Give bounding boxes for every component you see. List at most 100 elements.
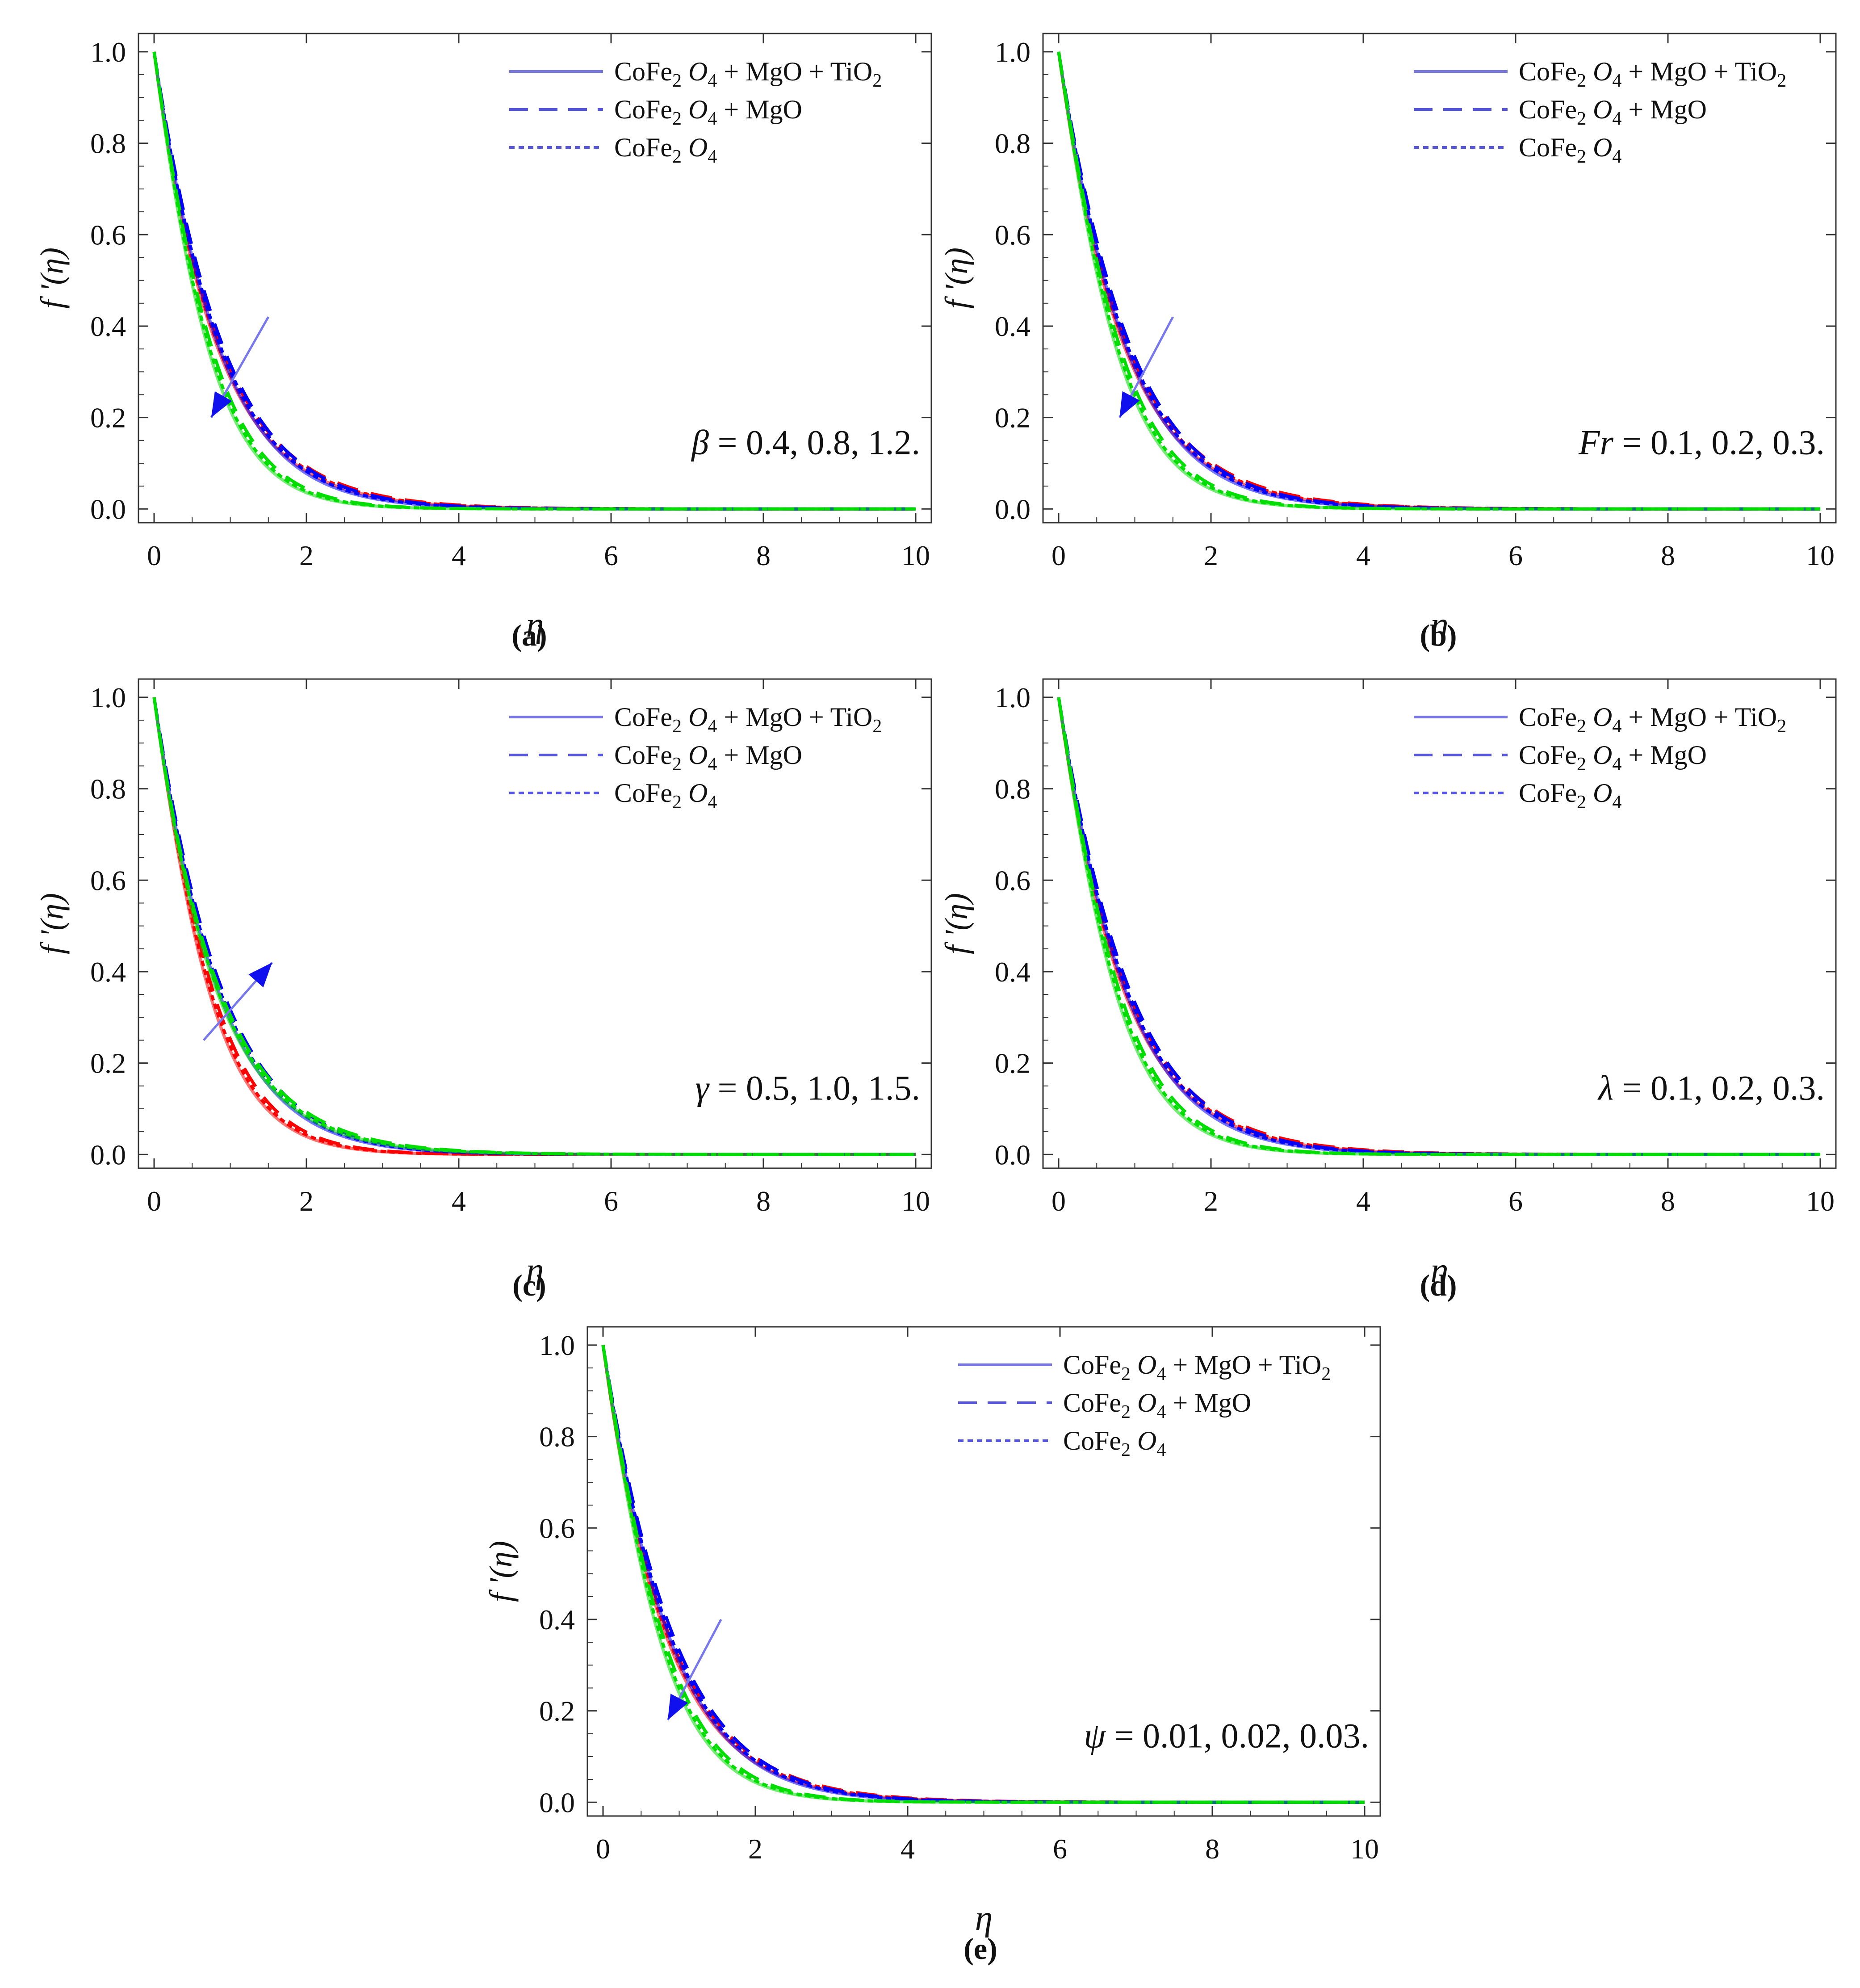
parameter-symbol: γ [695,1068,710,1107]
x-axis-label: η [1431,605,1449,645]
y-tick-label: 0.4 [995,310,1031,342]
legend-label-part: CoFe [1063,1388,1121,1418]
x-tick-label: 8 [1205,1833,1219,1865]
legend-label-part: CoFe [614,95,672,124]
legend-label-part: 4 [708,71,717,91]
legend-label-part: CoFe [1519,95,1577,124]
x-tick-label: 4 [452,540,466,571]
legend-label-part: 2 [672,716,682,737]
y-tick-label: 0.8 [539,1421,575,1453]
x-tick-label: 10 [1806,540,1835,571]
legend-label-part: 4 [708,792,717,813]
parameter-annotation: λ = 0.1, 0.2, 0.3. [1597,1068,1825,1107]
legend-label-part: + MgO + TiO [1621,57,1777,86]
legend-label-part: 2 [672,147,682,167]
trend-arrow-head [248,962,272,988]
legend-label-part: CoFe [614,702,672,732]
legend-label-part: CoFe [1519,740,1577,770]
x-tick-label: 6 [1053,1833,1067,1865]
legend-label-part: 4 [1156,1402,1166,1422]
y-tick-label: 0.4 [90,956,126,988]
parameter-values: = 0.5, 1.0, 1.5. [709,1068,920,1107]
y-tick-label: 0.0 [995,493,1031,525]
y-tick-label: 0.0 [90,1139,126,1170]
legend-label: CoFe2 O4 [1519,778,1621,813]
x-tick-label: 6 [1508,540,1523,571]
legend-label-part: O [1586,740,1612,770]
legend-label-part: O [682,740,708,770]
legend-label-part: CoFe [1519,133,1577,162]
legend-label-part: 4 [1612,71,1621,91]
legend-label-part: 4 [708,147,717,167]
legend-label-part: O [1586,133,1612,162]
parameter-values: = 0.1, 0.2, 0.3. [1613,1068,1825,1107]
y-tick-label: 0.6 [995,219,1031,251]
x-axis-label: η [526,605,544,645]
legend-label-part: O [682,778,708,808]
y-tick-label: 0.6 [539,1512,575,1544]
y-tick-label: 0.6 [995,864,1031,896]
x-tick-label: 6 [604,540,618,571]
trend-arrow-head [667,1694,688,1720]
legend-label-part: + MgO + TiO [717,702,872,732]
y-tick-label: 0.0 [995,1139,1031,1170]
legend-label-part: 2 [1121,1364,1131,1384]
parameter-annotation: β = 0.4, 0.8, 1.2. [691,423,920,461]
legend-label-part: 4 [708,754,717,775]
legend-label-part: CoFe [614,133,672,162]
x-axis-label: η [975,1899,993,1938]
x-tick-label: 0 [1051,540,1066,571]
y-axis-label: f '(η) [938,247,974,309]
panel-label: (a) [511,618,547,652]
legend-label-part: O [682,57,708,86]
chart-panel-a: 0 2 4 6 8 10 0.0 0.2 0.4 0.6 0.8 1.0 η f '(η) (a) β = 0… [34,33,932,652]
legend-label-part: O [1131,1426,1156,1455]
series-line-green-dotted [152,697,916,1156]
legend-label-part: O [1586,57,1612,86]
x-tick-label: 4 [452,1185,466,1217]
x-tick-label: 2 [299,540,314,571]
x-tick-label: 8 [756,1185,771,1217]
legend-label: CoFe2 O4 + MgO [1063,1388,1251,1422]
legend-label-part: 4 [1612,792,1621,813]
legend-label: CoFe2 O4 [1519,133,1621,167]
legend-label-part: 2 [672,71,682,91]
x-tick-label: 10 [901,540,930,571]
legend-label-part: CoFe [614,778,672,808]
x-tick-label: 2 [1204,1185,1218,1217]
legend-label-part: 2 [1121,1440,1131,1460]
legend-label-part: O [1131,1350,1156,1380]
legend-label-part: CoFe [1519,702,1577,732]
legend-label: CoFe2 O4 + MgO + TiO2 [614,57,882,91]
parameter-symbol: Fr [1578,423,1614,461]
x-tick-label: 8 [756,540,771,571]
legend-label: CoFe2 O4 [1063,1426,1166,1460]
legend-label-part: 2 [1121,1402,1131,1422]
y-tick-label: 0.8 [995,128,1031,159]
panel-label: (b) [1420,618,1457,652]
legend-label-part: 2 [1577,109,1586,129]
x-tick-label: 4 [901,1833,915,1865]
legend-label-part: + MgO [1621,740,1707,770]
parameter-symbol: β [691,423,709,461]
x-tick-label: 2 [748,1833,762,1865]
panel-label: (d) [1420,1268,1457,1302]
x-tick-label: 6 [604,1185,618,1217]
legend-label-part: CoFe [1063,1426,1121,1455]
legend-label-part: + MgO + TiO [1166,1350,1321,1380]
y-axis-label: f '(η) [34,893,70,954]
y-tick-label: 0.0 [539,1787,575,1818]
legend-label-part: 2 [872,71,882,91]
y-tick-label: 0.4 [539,1604,575,1636]
y-tick-label: 0.0 [90,493,126,525]
panel-label: (e) [964,1932,997,1966]
legend-label-part: CoFe [1063,1350,1121,1380]
y-tick-label: 0.8 [90,128,126,159]
x-tick-label: 2 [299,1185,314,1217]
y-tick-label: 1.0 [90,682,126,713]
legend-label-part: 2 [1577,147,1586,167]
legend-label-part: 4 [1612,147,1621,167]
legend-label-part: 4 [708,109,717,129]
